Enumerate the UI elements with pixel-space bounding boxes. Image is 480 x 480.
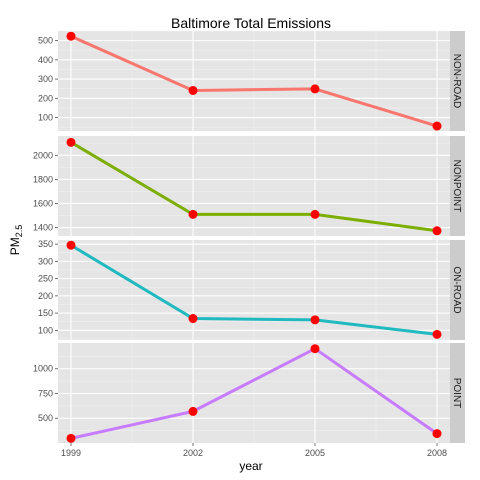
data-point	[66, 137, 76, 147]
y-axis-title-main: PM	[8, 237, 22, 255]
facet-strip	[450, 31, 465, 131]
y-tick-label: 300	[38, 74, 53, 84]
y-tick-label: 500	[38, 413, 53, 423]
y-tick-label: 100	[38, 325, 53, 335]
panel-on-road: 100 150 200 250 300 350 ON-ROAD	[38, 239, 465, 340]
y-tick-label: 1000	[33, 364, 53, 374]
data-point	[188, 85, 198, 95]
y-tick-label: 250	[38, 274, 53, 284]
x-tick-label: 1999	[61, 448, 81, 458]
series-line-on-road	[69, 243, 439, 336]
panel-point: 500 750 1000 POINT	[33, 343, 465, 443]
y-tick-label: 400	[38, 55, 53, 65]
x-tick-label: 2005	[305, 448, 325, 458]
facet-label: NONPOINT	[451, 160, 462, 213]
y-tick-label: 100	[38, 113, 53, 123]
facet-strip	[450, 136, 465, 236]
data-point	[310, 84, 320, 94]
y-tick-label: 350	[38, 239, 53, 249]
facet-panels: 100 200 300 400 500 NON-ROAD 1400 1600 1800 2000 N…	[33, 30, 465, 443]
facet-strip	[450, 240, 465, 340]
x-axis: 1999 2002 2005 2008	[61, 443, 447, 458]
y-tick-label: 1600	[33, 198, 53, 208]
panel-non-road: 100 200 300 400 500 NON-ROAD	[38, 30, 465, 131]
y-tick-label: 200	[38, 291, 53, 301]
data-point	[188, 314, 198, 324]
data-point	[188, 406, 198, 416]
data-point	[432, 329, 442, 339]
series-line-point	[69, 347, 439, 440]
facet-label: NON-ROAD	[451, 54, 462, 108]
data-point	[66, 433, 76, 443]
x-tick-label: 2002	[183, 448, 203, 458]
y-tick-label: 750	[38, 388, 53, 398]
y-tick-label: 200	[38, 93, 53, 103]
y-tick-label: 300	[38, 256, 53, 266]
y-tick-label: 500	[38, 36, 53, 46]
chart-title: Baltimore Total Emissions	[171, 15, 331, 31]
data-point	[432, 226, 442, 236]
data-point	[310, 315, 320, 325]
y-tick-label: 1800	[33, 174, 53, 184]
y-tick-label: 150	[38, 308, 53, 318]
x-axis-title: year	[239, 459, 262, 473]
data-point	[310, 209, 320, 219]
data-point	[432, 429, 442, 439]
series-line-nonpoint	[69, 140, 439, 233]
facet-label: ON-ROAD	[451, 266, 462, 313]
data-point	[432, 121, 442, 131]
y-tick-label: 1400	[33, 223, 53, 233]
series-line-non-road	[69, 34, 439, 128]
data-point	[66, 31, 76, 41]
data-point	[310, 344, 320, 354]
data-point	[188, 209, 198, 219]
data-point	[66, 240, 76, 250]
panel-nonpoint: 1400 1600 1800 2000 NONPOINT	[33, 136, 465, 236]
y-axis-title: PM2.5	[8, 225, 24, 256]
facet-label: POINT	[451, 378, 462, 409]
y-tick-label: 2000	[33, 150, 53, 160]
y-axis-title-subscript: 2.5	[14, 225, 24, 238]
x-tick-label: 2008	[427, 448, 447, 458]
facet-strip	[450, 343, 465, 443]
